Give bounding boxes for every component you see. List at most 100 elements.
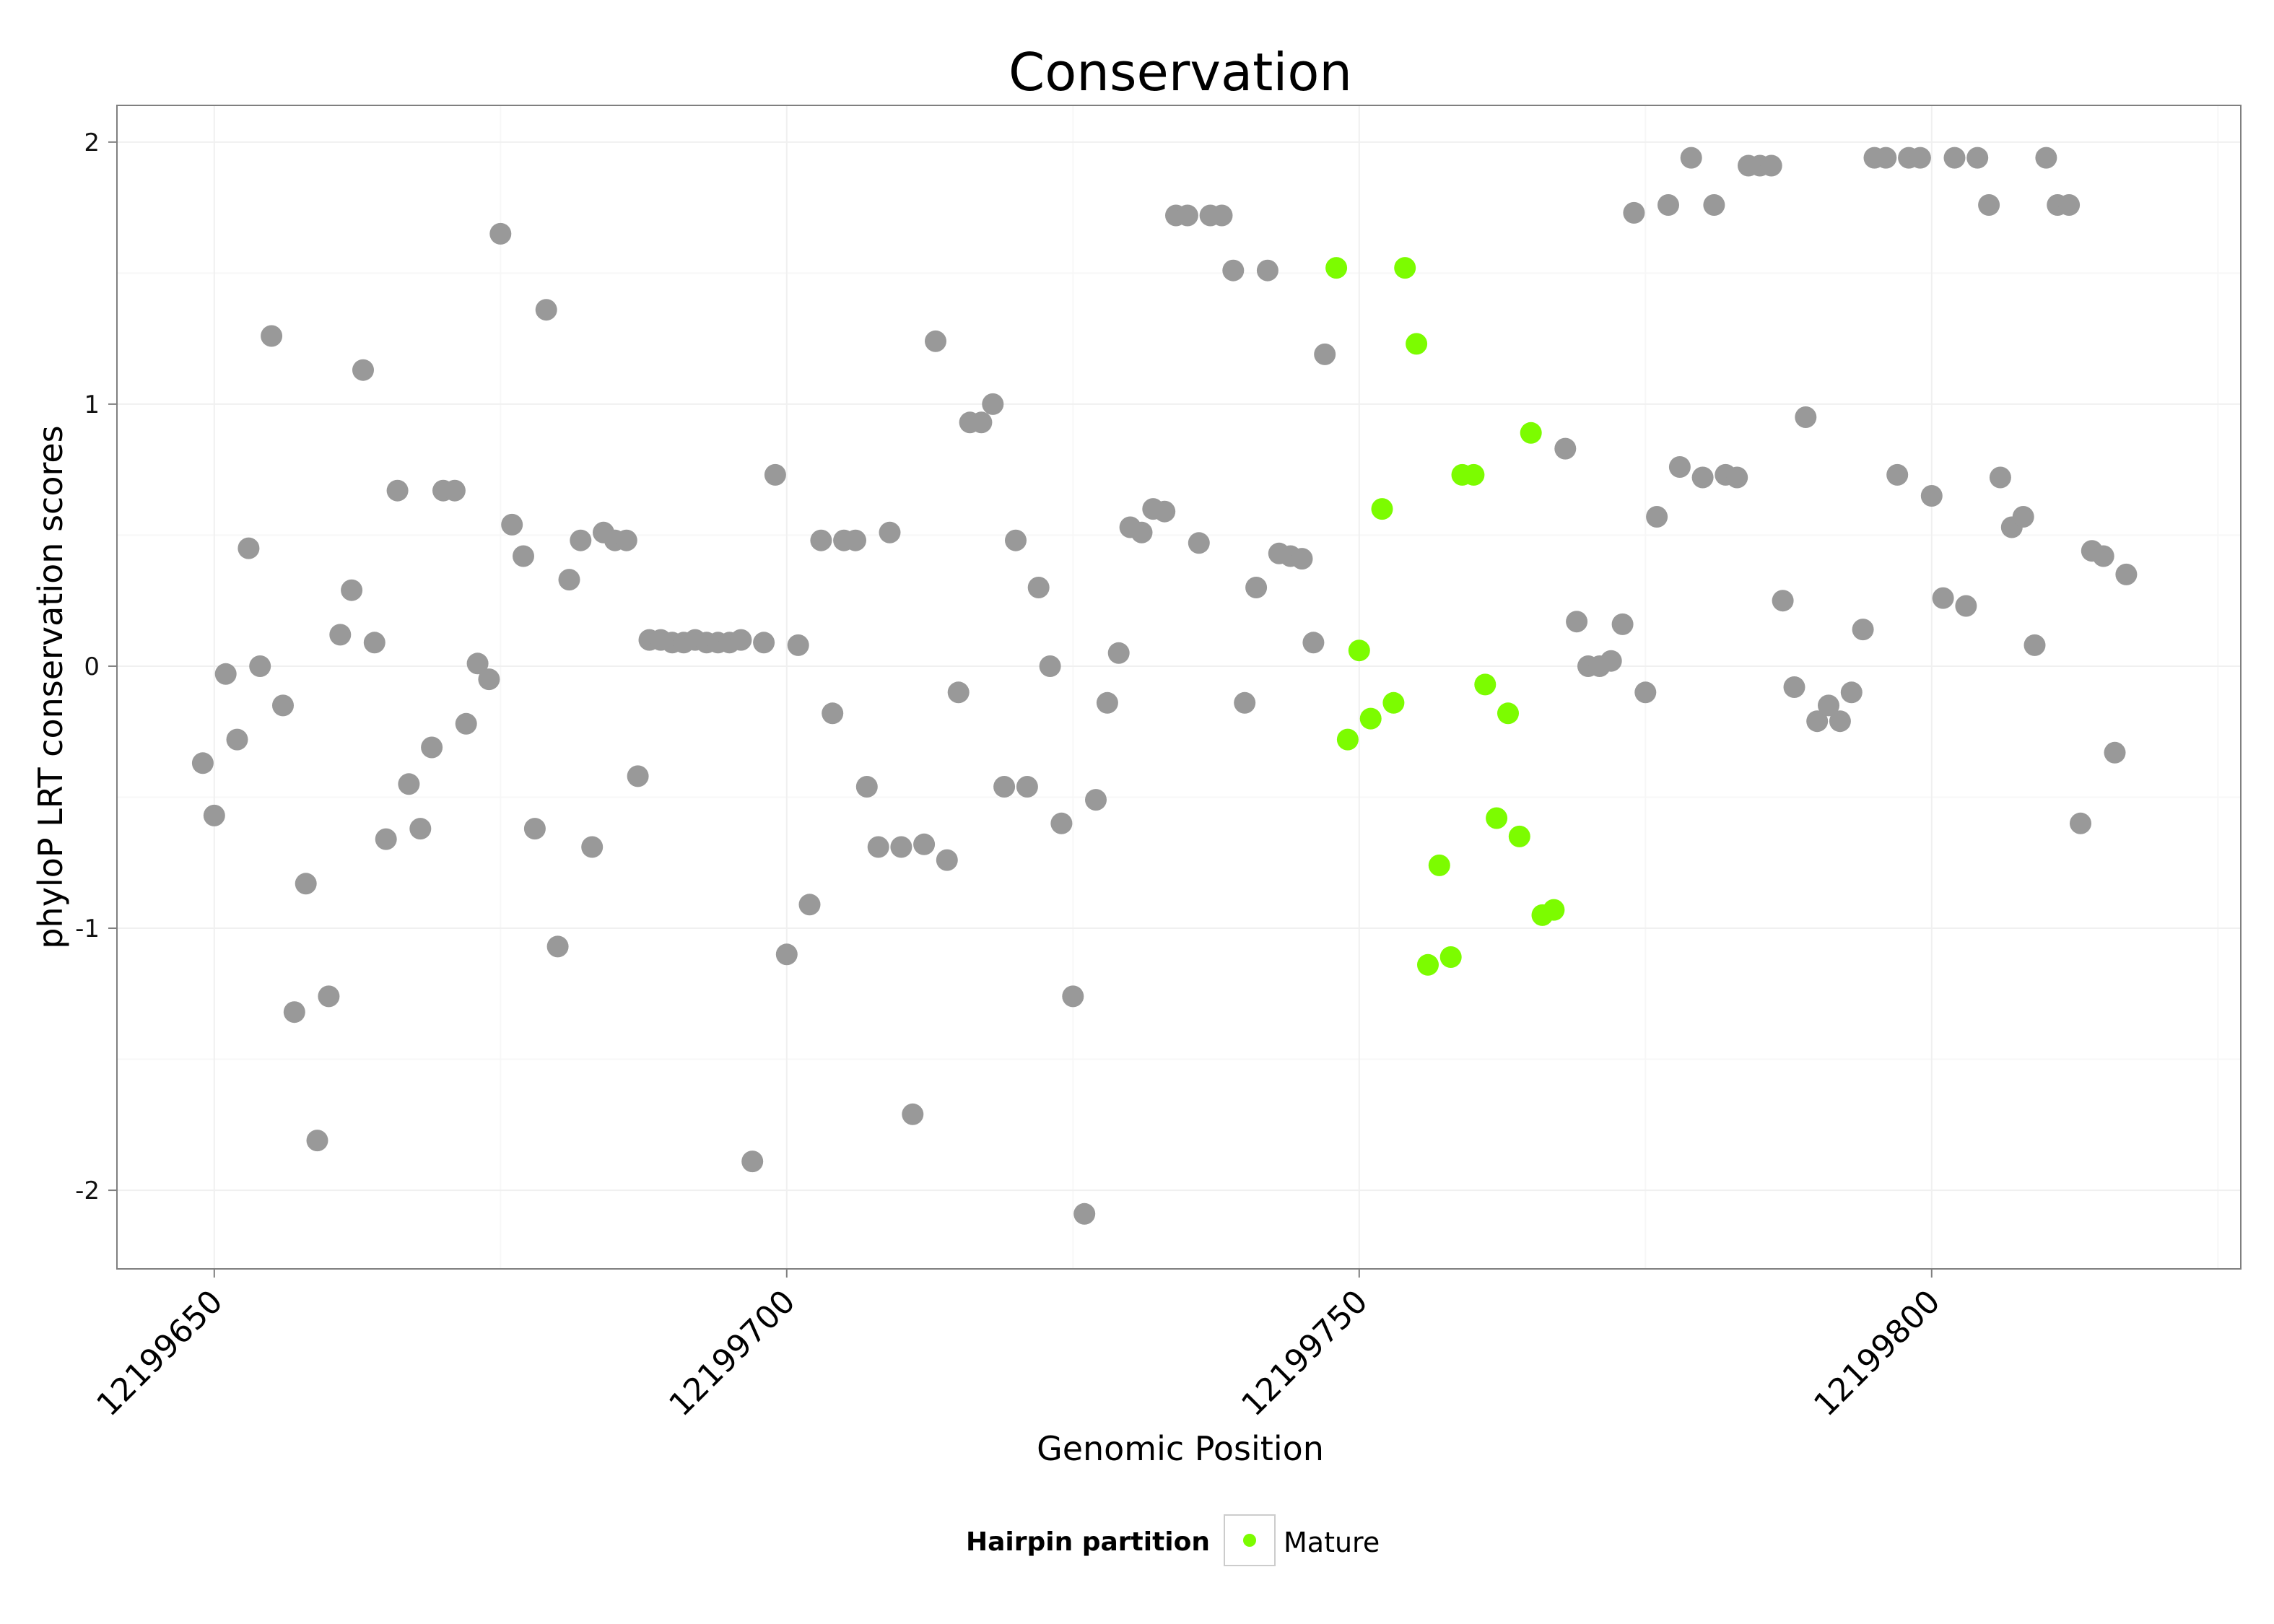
point-other-111 — [1691, 466, 1714, 489]
point-other-114 — [1726, 466, 1748, 489]
point-other-144 — [2070, 812, 2091, 834]
point-other-62 — [902, 1103, 924, 1125]
point-other-65 — [936, 849, 958, 871]
point-other-52 — [787, 634, 809, 656]
point-other-139 — [2012, 506, 2034, 528]
point-other-123 — [1829, 710, 1851, 733]
point-other-10 — [306, 1130, 328, 1152]
y-tick-label-0: -2 — [75, 1176, 100, 1205]
point-other-51 — [775, 943, 798, 966]
point-other-75 — [1050, 812, 1073, 834]
point-other-121 — [1806, 710, 1829, 733]
point-other-32 — [558, 569, 580, 591]
chart-title: Conservation — [1009, 42, 1352, 102]
point-other-30 — [535, 299, 557, 321]
point-other-72 — [1016, 776, 1038, 798]
point-other-80 — [1107, 642, 1130, 664]
grid-major-lines — [117, 105, 2241, 1269]
point-other-4 — [238, 537, 260, 559]
point-other-14 — [352, 359, 374, 381]
point-other-137 — [1989, 466, 2011, 489]
point-other-125 — [1852, 619, 1874, 641]
point-other-71 — [1005, 529, 1027, 551]
point-other-33 — [570, 529, 592, 551]
point-other-76 — [1062, 985, 1084, 1008]
point-other-20 — [421, 736, 443, 759]
point-other-84 — [1154, 500, 1176, 523]
point-other-58 — [855, 776, 878, 798]
point-other-69 — [982, 393, 1004, 415]
point-mature-2 — [1348, 639, 1370, 662]
point-other-63 — [913, 833, 936, 855]
point-other-38 — [627, 765, 649, 787]
point-other-70 — [993, 776, 1016, 798]
legend-label-mature: Mature — [1284, 1527, 1380, 1558]
point-other-28 — [513, 545, 534, 567]
point-other-136 — [1978, 194, 2000, 216]
point-other-2 — [214, 663, 237, 685]
point-other-66 — [947, 681, 970, 704]
point-other-91 — [1234, 691, 1256, 714]
point-other-11 — [318, 985, 340, 1008]
point-other-143 — [2058, 194, 2081, 216]
point-other-31 — [546, 935, 569, 958]
point-other-87 — [1188, 532, 1210, 554]
point-other-47 — [730, 629, 752, 651]
point-other-19 — [409, 818, 432, 840]
y-tick-label-3: 1 — [84, 390, 100, 419]
point-mature-12 — [1463, 463, 1485, 486]
point-other-96 — [1291, 548, 1313, 570]
point-other-73 — [1027, 577, 1050, 598]
point-mature-0 — [1325, 257, 1348, 279]
point-other-25 — [478, 668, 500, 691]
grid-minor-lines — [117, 105, 2241, 1269]
point-other-99 — [1554, 437, 1577, 460]
point-other-107 — [1646, 506, 1668, 528]
point-other-124 — [1840, 681, 1863, 704]
point-mature-1 — [1336, 728, 1359, 751]
point-other-6 — [261, 325, 283, 347]
point-other-146 — [2092, 545, 2114, 567]
point-other-122 — [1818, 694, 1839, 717]
point-other-86 — [1176, 204, 1198, 227]
point-mature-8 — [1417, 953, 1439, 976]
point-mature-17 — [1520, 422, 1542, 444]
y-tick-label-4: 2 — [84, 128, 100, 157]
point-other-97 — [1302, 632, 1325, 654]
point-other-48 — [741, 1151, 764, 1173]
point-other-134 — [1955, 595, 1977, 617]
legend-key-mature — [1243, 1534, 1256, 1547]
point-other-61 — [890, 836, 912, 858]
point-other-104 — [1611, 613, 1634, 635]
point-other-108 — [1657, 194, 1679, 216]
y-tick-label-2: 0 — [84, 652, 100, 681]
point-other-55 — [822, 702, 844, 725]
point-other-29 — [523, 818, 546, 840]
point-mature-10 — [1439, 946, 1462, 968]
point-mature-16 — [1508, 825, 1530, 847]
point-other-22 — [443, 479, 466, 502]
point-other-119 — [1783, 676, 1805, 698]
point-other-24 — [466, 652, 489, 675]
point-other-27 — [501, 513, 523, 536]
point-other-77 — [1073, 1202, 1096, 1225]
point-other-128 — [1886, 463, 1909, 486]
point-other-148 — [2115, 563, 2138, 585]
point-other-18 — [398, 773, 420, 795]
point-other-131 — [1920, 485, 1943, 507]
point-other-5 — [249, 655, 271, 677]
point-mature-9 — [1428, 854, 1450, 876]
point-mature-4 — [1371, 498, 1393, 520]
point-other-8 — [283, 1001, 305, 1023]
y-axis-label: phyloP LRT conservation scores — [31, 425, 70, 948]
point-other-120 — [1795, 406, 1817, 428]
point-other-64 — [925, 330, 946, 352]
point-other-105 — [1623, 201, 1645, 224]
point-other-34 — [581, 836, 604, 858]
y-tick-label-1: -1 — [75, 914, 100, 943]
point-other-132 — [1932, 587, 1954, 609]
point-mature-6 — [1394, 257, 1416, 279]
point-other-118 — [1772, 590, 1794, 612]
y-axis: -2 -1 0 1 2 — [75, 128, 117, 1205]
